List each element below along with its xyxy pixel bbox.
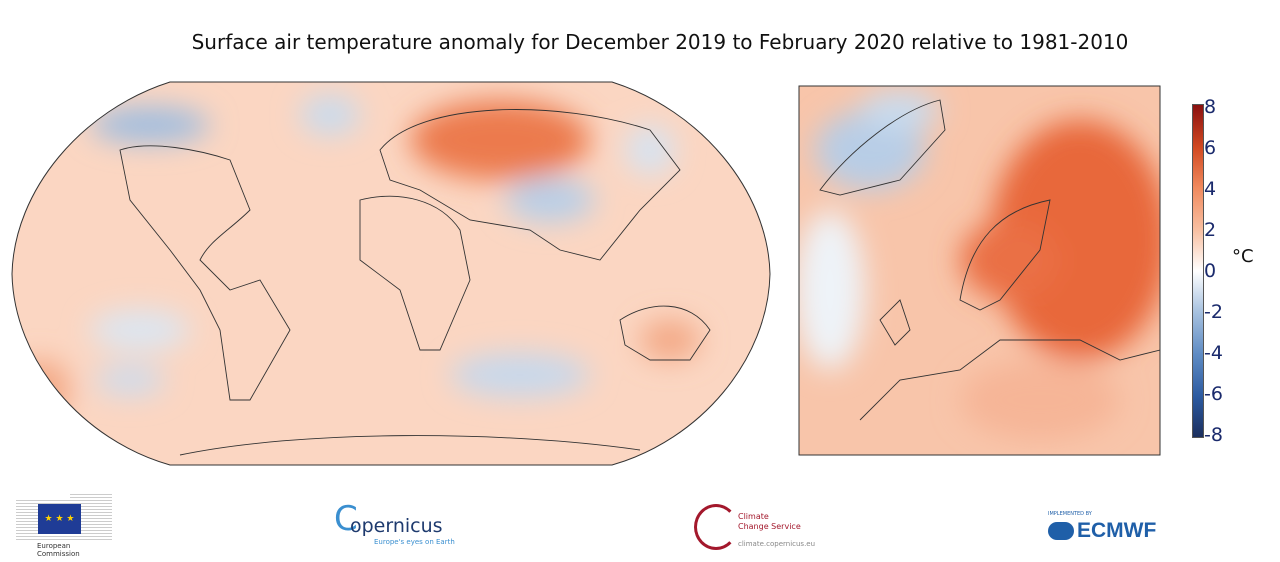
colorbar: [1192, 104, 1204, 438]
colorbar-tick: -8: [1204, 424, 1223, 446]
copernicus-tagline: Europe's eyes on Earth: [374, 538, 455, 546]
europe-map: [798, 85, 1161, 456]
implemented-by: IMPLEMENTED BY: [1048, 511, 1092, 517]
colorbar-tick: -6: [1204, 383, 1223, 405]
colorbar-tick: 0: [1204, 260, 1217, 282]
colorbar-tick: 6: [1204, 137, 1217, 159]
colorbar-tick: 8: [1204, 96, 1217, 118]
c3s-line1: Climate: [738, 512, 769, 521]
european-commission-logo: ★ ★ ★ European Commission: [16, 492, 116, 558]
ecmwf-logo: IMPLEMENTED BY ECMWF: [1048, 511, 1156, 543]
ec-line1: European: [37, 542, 71, 550]
copernicus-name: opernicus: [350, 515, 443, 537]
global-map: [11, 81, 771, 466]
ecmwf-name: ECMWF: [1077, 519, 1157, 542]
ecmwf-emblem-icon: [1048, 522, 1074, 540]
thermometer-cloud-icon: [694, 504, 738, 550]
eu-flag-icon: ★ ★ ★: [38, 504, 81, 534]
copernicus-initial: C: [334, 499, 358, 539]
c3s-url: climate.copernicus.eu: [738, 540, 816, 548]
colorbar-tick: -2: [1204, 301, 1223, 323]
colorbar-tick: -4: [1204, 342, 1223, 364]
colorbar-unit: °C: [1232, 246, 1254, 267]
c3s-line2: Change Service: [738, 522, 801, 531]
figure-title: Surface air temperature anomaly for Dece…: [191, 30, 1129, 54]
colorbar-tick: 4: [1204, 178, 1217, 200]
ec-line2: Commission: [37, 550, 80, 558]
colorbar-tick: 2: [1204, 219, 1217, 241]
